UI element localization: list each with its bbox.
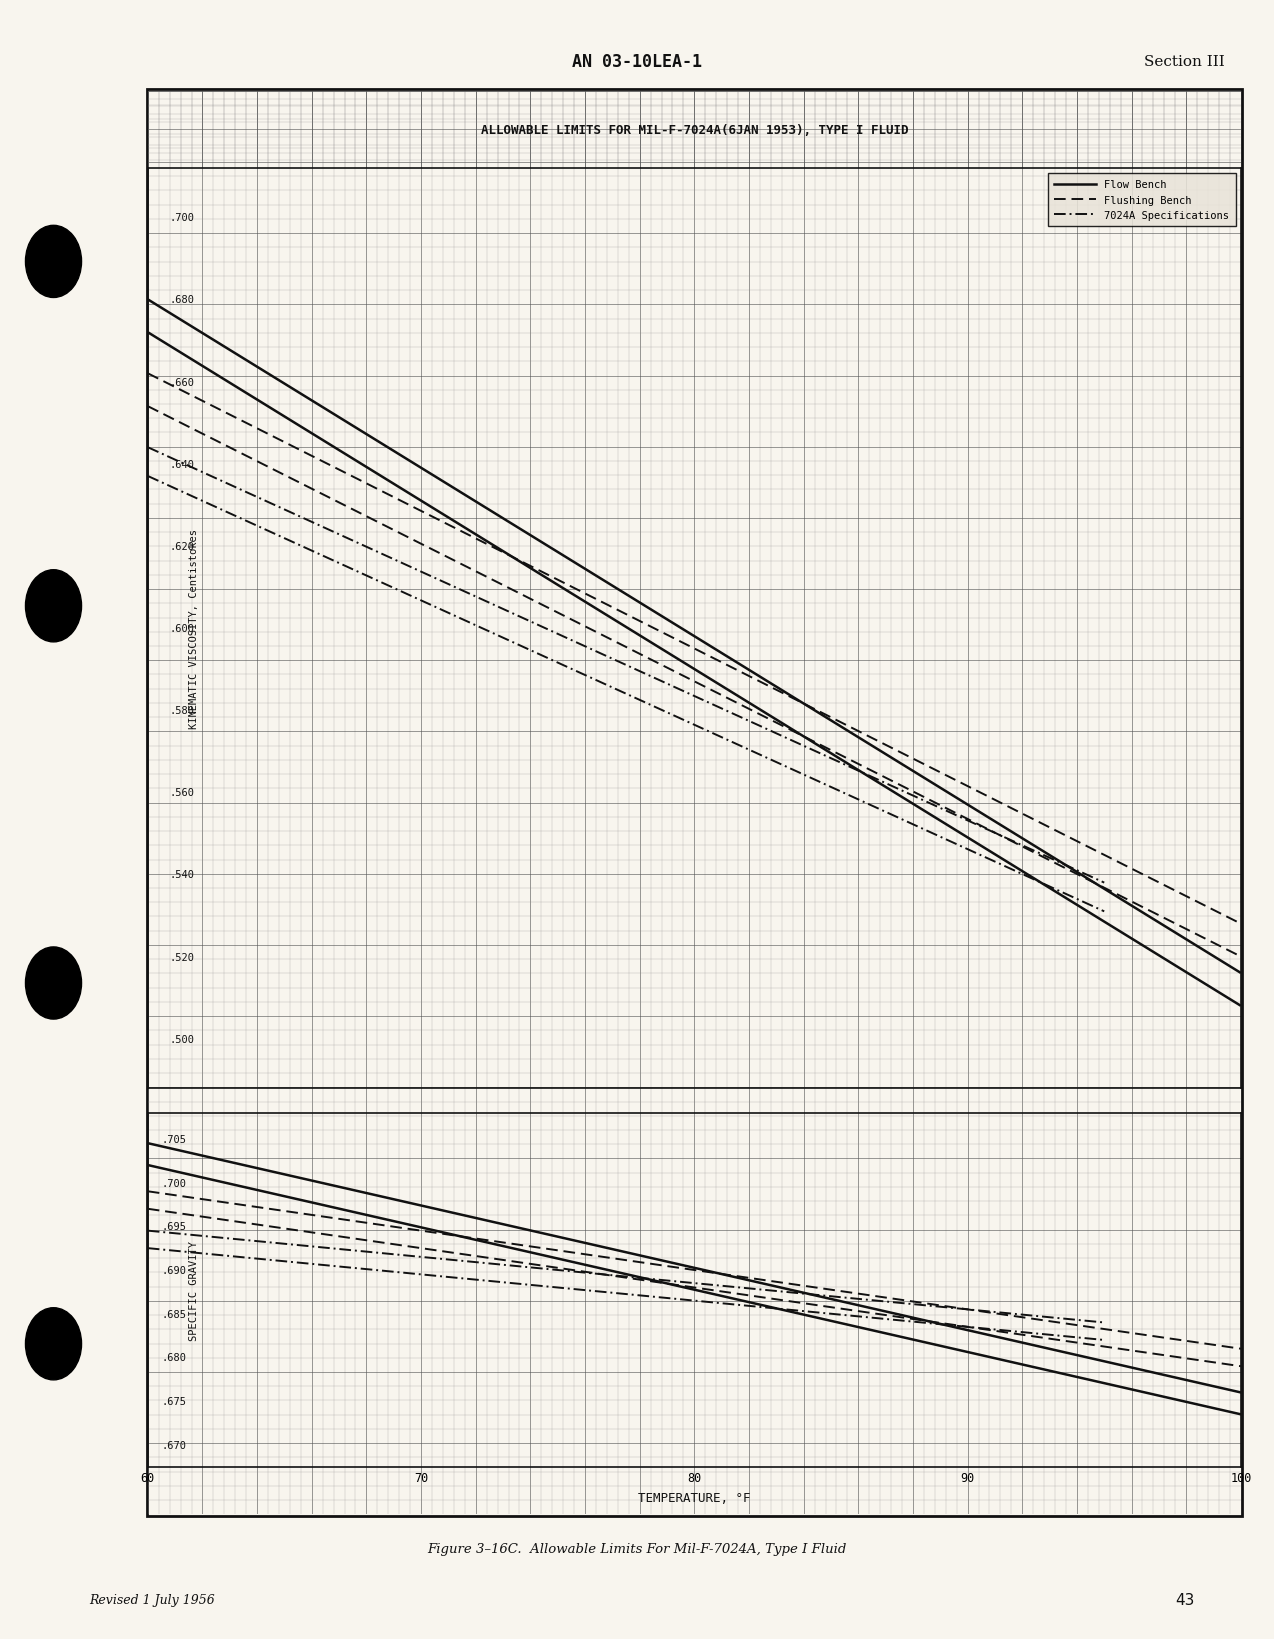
Text: .695: .695 bbox=[162, 1221, 186, 1231]
Text: .680: .680 bbox=[169, 295, 195, 305]
Text: ALLOWABLE LIMITS FOR MIL-F-7024A(6JAN 1953), TYPE I FLUID: ALLOWABLE LIMITS FOR MIL-F-7024A(6JAN 19… bbox=[480, 125, 908, 136]
Text: .670: .670 bbox=[162, 1441, 186, 1451]
Text: .560: .560 bbox=[169, 788, 195, 798]
Text: Section III: Section III bbox=[1144, 56, 1226, 69]
Text: .680: .680 bbox=[162, 1352, 186, 1362]
Text: .520: .520 bbox=[169, 952, 195, 962]
Text: .690: .690 bbox=[162, 1265, 186, 1275]
Text: .580: .580 bbox=[169, 706, 195, 716]
Text: .700: .700 bbox=[169, 213, 195, 223]
Text: .705: .705 bbox=[162, 1134, 186, 1144]
Text: .675: .675 bbox=[162, 1396, 186, 1406]
Text: .700: .700 bbox=[162, 1178, 186, 1188]
Text: .500: .500 bbox=[169, 1034, 195, 1044]
X-axis label: TEMPERATURE, °F: TEMPERATURE, °F bbox=[638, 1491, 750, 1505]
Text: SPECIFIC GRAVITY: SPECIFIC GRAVITY bbox=[189, 1241, 199, 1339]
Text: .660: .660 bbox=[169, 377, 195, 387]
Text: .640: .640 bbox=[169, 459, 195, 469]
Text: .540: .540 bbox=[169, 870, 195, 880]
Legend: Flow Bench, Flushing Bench, 7024A Specifications: Flow Bench, Flushing Bench, 7024A Specif… bbox=[1049, 174, 1236, 226]
Text: .685: .685 bbox=[162, 1310, 186, 1319]
Text: Figure 3–16C.  Allowable Limits For Mil-F-7024A, Type I Fluid: Figure 3–16C. Allowable Limits For Mil-F… bbox=[427, 1542, 847, 1555]
Text: .620: .620 bbox=[169, 541, 195, 551]
Text: AN 03-10LEA-1: AN 03-10LEA-1 bbox=[572, 54, 702, 70]
Text: Revised 1 July 1956: Revised 1 July 1956 bbox=[89, 1593, 215, 1606]
Text: 43: 43 bbox=[1175, 1591, 1195, 1608]
Text: KINEMATIC VISCOSITY, Centistokes: KINEMATIC VISCOSITY, Centistokes bbox=[189, 529, 199, 728]
Text: .600: .600 bbox=[169, 623, 195, 634]
